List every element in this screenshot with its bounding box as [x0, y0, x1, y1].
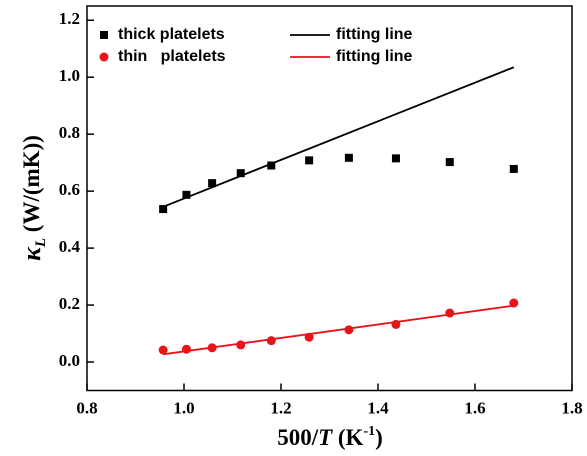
x-tick-label: 0.8	[76, 398, 97, 417]
fit-line	[162, 66, 515, 208]
x-tick-label: 1.8	[561, 398, 582, 417]
data-point	[391, 154, 400, 163]
y-axis-label: κL (W/(mK))	[17, 135, 49, 261]
data-point	[208, 179, 217, 188]
y-label-part: L	[33, 238, 49, 248]
y-tick-label: 0.6	[59, 180, 80, 199]
data-point	[305, 156, 314, 165]
data-point	[158, 345, 168, 355]
data-point	[236, 169, 245, 178]
data-point	[236, 340, 246, 350]
x-label-part: T	[318, 425, 333, 450]
legend-label: thick platelets	[118, 26, 225, 43]
x-label-part: (K	[332, 425, 363, 450]
y-tick-label: 1.2	[59, 9, 80, 28]
legend-label: fitting line	[336, 48, 413, 65]
y-tick-label: 0.8	[59, 123, 80, 142]
x-tick-label: 1.0	[173, 398, 194, 417]
data-point	[344, 153, 353, 162]
fit-line	[163, 304, 514, 356]
y-label-part: (W/(mK))	[19, 135, 44, 238]
legend-label: fitting line	[336, 26, 413, 43]
data-point	[182, 190, 191, 199]
y-tick-label: 0.4	[59, 237, 81, 256]
x-axis-label: 500/T (K-1)	[277, 424, 383, 450]
data-point	[266, 336, 276, 346]
legend-label: thin platelets	[118, 48, 226, 65]
x-label-part: )	[375, 425, 383, 450]
x-tick-label: 1.6	[464, 398, 485, 417]
data-point	[445, 158, 454, 167]
legend-marker	[100, 31, 108, 39]
data-point	[445, 308, 455, 318]
y-label-part: κ	[17, 246, 46, 261]
data-point	[267, 161, 276, 170]
y-tick-label: 0.2	[59, 294, 80, 313]
data-point	[159, 205, 168, 214]
data-point	[509, 164, 518, 173]
legend-marker	[99, 52, 109, 62]
plot-frame	[86, 5, 573, 392]
x-label-part: -1	[363, 424, 375, 439]
x-label-part: 500/	[277, 425, 319, 450]
y-tick-label: 1.0	[59, 66, 80, 85]
x-tick-label: 1.2	[270, 398, 291, 417]
y-tick-label: 0.0	[59, 351, 80, 370]
x-tick-label: 1.4	[367, 398, 389, 417]
